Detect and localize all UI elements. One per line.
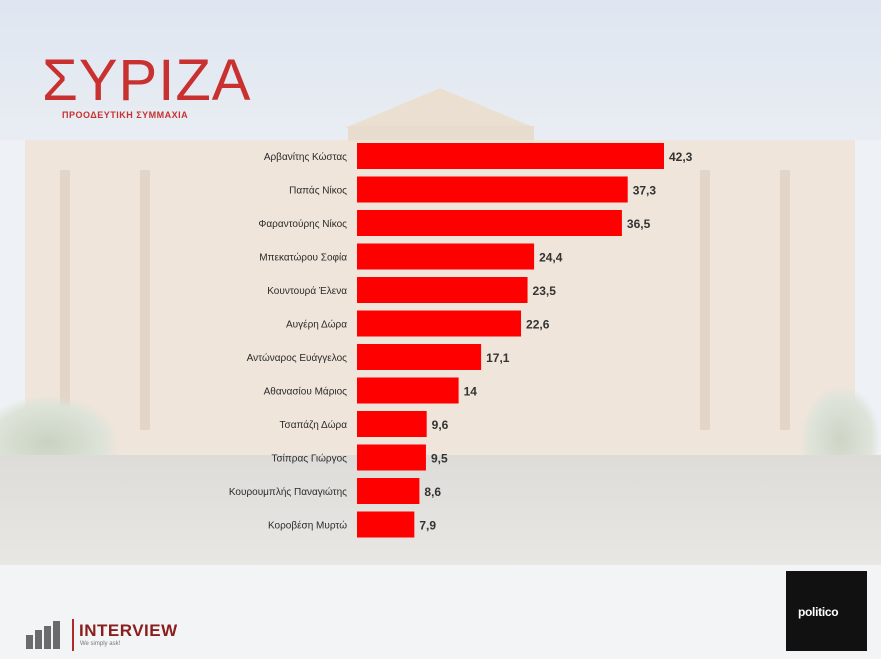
bar	[357, 377, 459, 404]
value-label: 42,3	[669, 150, 693, 164]
category-label: Αθανασίου Μάριος	[264, 386, 348, 398]
value-label: 8,6	[424, 485, 441, 499]
value-label: 9,5	[431, 452, 448, 466]
bar	[357, 411, 427, 437]
category-label: Τσαπάζη Δώρα	[280, 419, 348, 431]
politico-label: politico	[798, 605, 839, 619]
politico-logo: politico	[786, 571, 867, 651]
bar	[357, 277, 528, 303]
category-label: Μπεκατώρου Σοφία	[259, 252, 347, 264]
party-logo: ΣΥΡΙΖΑ	[42, 48, 252, 113]
value-label: 24,4	[539, 251, 563, 265]
value-label: 23,5	[533, 284, 557, 298]
category-label: Αντώναρος Ευάγγελος	[247, 352, 348, 364]
category-label: Κοροβέση Μυρτώ	[268, 520, 347, 532]
bar	[357, 243, 535, 270]
background-plaza	[0, 455, 881, 565]
category-label: Αρβανίτης Κώστας	[264, 151, 347, 163]
value-label: 37,3	[633, 184, 657, 198]
interview-tagline: We simply ask!	[80, 641, 121, 647]
background-column	[140, 170, 150, 430]
bar	[357, 310, 522, 337]
interview-label: INTERVIEW	[79, 621, 178, 640]
category-label: Κουντουρά Έλενα	[267, 285, 347, 297]
bar	[357, 478, 420, 504]
bar	[357, 344, 482, 370]
bar	[357, 511, 415, 538]
background-ground	[0, 565, 881, 659]
interview-divider	[72, 619, 74, 651]
bar	[357, 176, 628, 203]
value-label: 9,6	[432, 418, 449, 432]
interview-bars-icon	[26, 621, 68, 649]
category-label: Φαραντούρης Νίκος	[258, 218, 347, 230]
background-column	[700, 170, 710, 430]
value-label: 22,6	[526, 318, 550, 332]
category-label: Παπάς Νίκος	[289, 185, 347, 197]
category-label: Κουρουμπλής Παναγιώτης	[229, 486, 347, 498]
value-label: 7,9	[419, 519, 436, 533]
background-column	[780, 170, 790, 430]
bar	[357, 143, 664, 169]
bar	[357, 210, 622, 236]
background-pediment	[345, 88, 535, 128]
value-label: 36,5	[627, 217, 651, 231]
background-column	[60, 170, 70, 430]
value-label: 17,1	[486, 351, 510, 365]
category-label: Τσίπρας Γιώργος	[271, 453, 347, 465]
bar	[357, 444, 426, 471]
background-frieze	[348, 126, 534, 142]
party-logo-subtitle: ΠΡΟΟΔΕΥΤΙΚΗ ΣΥΜΜΑΧΙΑ	[62, 110, 189, 120]
category-label: Αυγέρη Δώρα	[286, 319, 347, 331]
value-label: 14	[464, 385, 478, 399]
